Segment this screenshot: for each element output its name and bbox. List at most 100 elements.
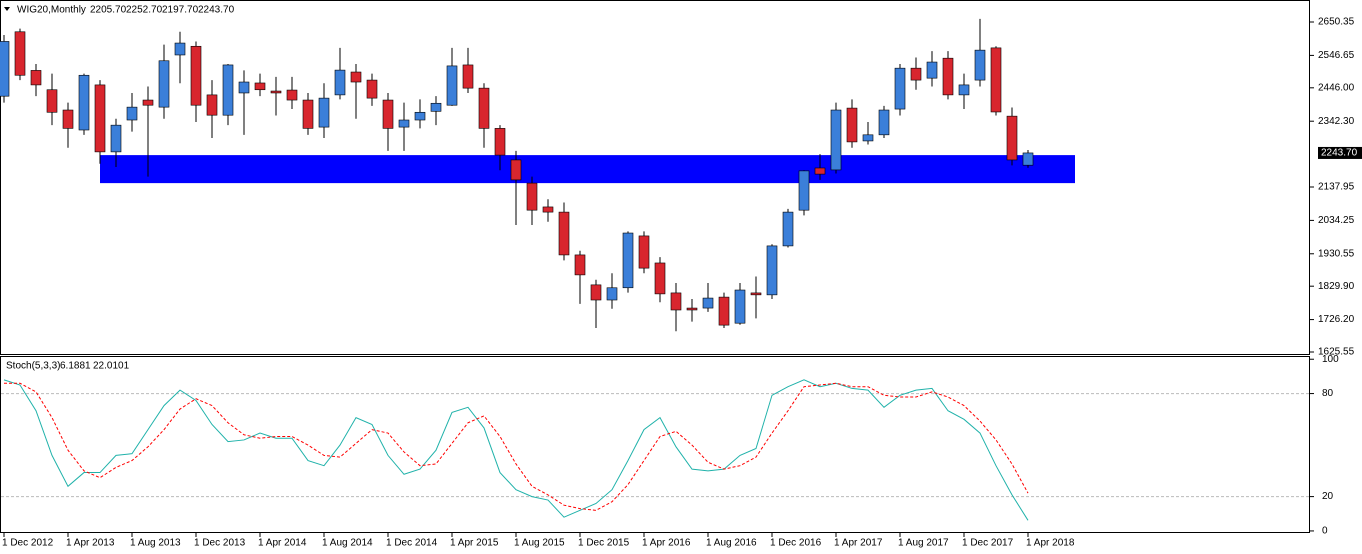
- candle-body: [622, 232, 634, 289]
- candle-body: [782, 211, 794, 247]
- candle-body: [158, 60, 170, 108]
- x-tick-label: 1 Dec 2015: [578, 538, 630, 549]
- x-tick-label: 1 Dec 2017: [962, 538, 1014, 549]
- candle-body: [414, 111, 426, 121]
- candle-body: [174, 42, 186, 56]
- x-tick-label: 1 Aug 2017: [898, 538, 949, 549]
- candle-body: [510, 159, 522, 181]
- x-tick-label: 1 Dec 2013: [194, 538, 246, 549]
- stoch-title: Stoch(5,3,3): [6, 361, 60, 372]
- x-tick-label: 1 Aug 2013: [130, 538, 181, 549]
- candle-body: [14, 31, 26, 76]
- stoch-panel: [0, 356, 1310, 533]
- candle-body: [286, 89, 298, 101]
- candle-body: [302, 99, 314, 129]
- candle-body: [798, 170, 810, 211]
- candle-body: [62, 109, 74, 129]
- candle-body: [0, 41, 10, 97]
- x-tick-label: 1 Apr 2017: [834, 538, 883, 549]
- candle-body: [894, 67, 906, 110]
- candle-body: [126, 106, 138, 121]
- candle-body: [430, 102, 442, 112]
- candle-body: [334, 69, 346, 96]
- candle-body: [30, 70, 42, 86]
- x-tick-label: 1 Apr 2018: [1026, 538, 1075, 549]
- candle-body: [190, 45, 202, 106]
- y-tick-label: 2650.35: [1318, 17, 1355, 28]
- ohlc-label: 2205.70: [90, 5, 127, 16]
- y-tick-label: 1625.55: [1318, 347, 1355, 358]
- candle-body: [990, 47, 1002, 113]
- candle-body: [830, 109, 842, 171]
- candle-body: [142, 99, 154, 106]
- stoch-line: [3, 379, 1029, 521]
- candle-body: [238, 81, 250, 94]
- stoch-value: 22.0101: [93, 361, 130, 372]
- candle-body: [606, 287, 618, 301]
- candle-body: [350, 71, 362, 83]
- candle-body: [862, 134, 874, 142]
- y-tick-label: 2137.95: [1318, 182, 1355, 193]
- candle-body: [878, 109, 890, 136]
- x-tick-label: 1 Dec 2012: [2, 538, 54, 549]
- menu-arrow[interactable]: [4, 7, 10, 11]
- y-tick-label: 2446.00: [1318, 82, 1355, 93]
- candle-body: [526, 182, 538, 211]
- candle-body: [638, 235, 650, 269]
- x-tick-label: 1 Apr 2015: [450, 538, 499, 549]
- stoch-line: [4, 382, 1029, 511]
- x-tick-label: 1 Aug 2015: [514, 538, 565, 549]
- y-tick-label: 0: [1322, 526, 1328, 537]
- candle-body: [958, 84, 970, 96]
- stoch-value: 6.1881: [60, 361, 91, 372]
- candle-body: [590, 284, 602, 301]
- y-tick-label: 2342.30: [1318, 116, 1355, 127]
- candle-body: [574, 254, 586, 276]
- current-price-box: [1318, 146, 1362, 159]
- x-tick-label: 1 Dec 2016: [770, 538, 822, 549]
- y-tick-label: 1726.20: [1318, 314, 1355, 325]
- x-tick-label: 1 Apr 2014: [258, 538, 307, 549]
- candle-body: [686, 307, 698, 311]
- y-tick-label: 1930.55: [1318, 248, 1355, 259]
- ohlc-label: 2243.70: [198, 5, 235, 16]
- x-tick-label: 1 Apr 2016: [642, 538, 691, 549]
- candle-body: [542, 206, 554, 213]
- candle-body: [1006, 115, 1018, 161]
- candle-body: [398, 119, 410, 128]
- ohlc-label: 2252.70: [126, 5, 163, 16]
- candle-body: [718, 296, 730, 326]
- y-tick-label: 2546.65: [1318, 50, 1355, 61]
- candle-body: [766, 245, 778, 296]
- candle-body: [926, 61, 938, 79]
- candle-body: [222, 64, 234, 116]
- candle-body: [254, 82, 266, 91]
- candle-body: [478, 87, 490, 129]
- y-tick-label: 100: [1322, 354, 1339, 365]
- candle-body: [814, 167, 826, 175]
- candle-body: [46, 89, 58, 113]
- candle-body: [110, 124, 122, 153]
- chart-title: WIG20,Monthly: [17, 5, 86, 16]
- x-tick-label: 1 Aug 2014: [322, 538, 373, 549]
- y-tick-label: 1829.90: [1318, 281, 1355, 292]
- candle-body: [494, 128, 506, 156]
- candle-body: [270, 90, 282, 94]
- candle-body: [734, 289, 746, 324]
- candle-body: [446, 65, 458, 106]
- support-zone: [100, 155, 1075, 184]
- candle-body: [78, 74, 90, 131]
- candle-body: [206, 94, 218, 116]
- candle-body: [558, 211, 570, 256]
- candle-body: [366, 79, 378, 99]
- candle-body: [654, 262, 666, 295]
- current-price-label: 2243.70: [1321, 148, 1358, 159]
- candle-body: [974, 49, 986, 81]
- candle-body: [910, 67, 922, 81]
- x-tick-label: 1 Aug 2016: [706, 538, 757, 549]
- candle-body: [846, 107, 858, 143]
- candle-body: [702, 297, 714, 309]
- candle-body: [94, 84, 106, 153]
- y-tick-label: 2034.25: [1318, 215, 1355, 226]
